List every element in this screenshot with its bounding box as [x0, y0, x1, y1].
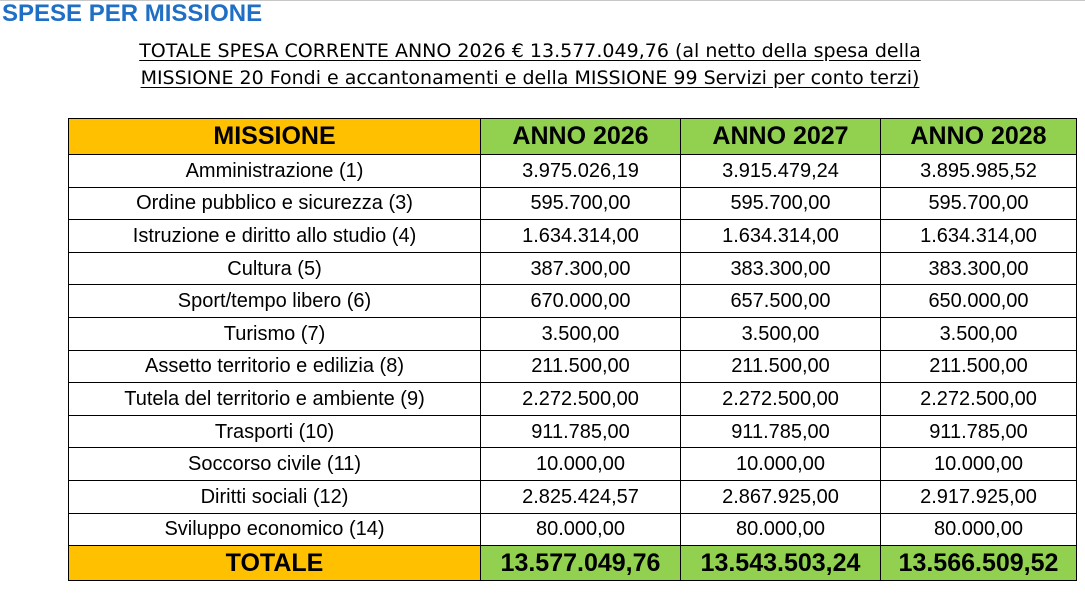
- value-2028-cell: 383.300,00: [880, 251, 1077, 286]
- mission-name-cell: Sport/tempo libero (6): [68, 284, 481, 318]
- value-2026-cell: 3.500,00: [480, 316, 681, 351]
- value-2027-cell: 657.500,00: [680, 284, 881, 318]
- mission-name-cell: Assetto territorio e edilizia (8): [68, 349, 481, 384]
- total-label: TOTALE: [68, 545, 481, 582]
- table-row: Trasporti (10) 911.785,00 911.785,00 911.78…: [68, 414, 1077, 449]
- value-2028-cell: 650.000,00: [880, 284, 1077, 318]
- mission-name-cell: Turismo (7): [68, 316, 481, 351]
- value-2027-cell: 211.500,00: [680, 349, 881, 384]
- table-row: Soccorso civile (11) 10.000,00 10.000,00 10…: [68, 447, 1077, 481]
- table-row: Cultura (5) 387.300,00 383.300,00 383.300,0…: [68, 251, 1077, 286]
- value-2026-cell: 80.000,00: [480, 512, 681, 547]
- value-2028-cell: 1.634.314,00: [880, 219, 1077, 253]
- value-2027-cell: 3.500,00: [680, 316, 881, 351]
- table-row: Ordine pubblico e sicurezza (3) 595.700,0…: [68, 186, 1077, 221]
- value-2028-cell: 211.500,00: [880, 349, 1077, 384]
- value-2027-cell: 911.785,00: [680, 414, 881, 449]
- page-title: SPESE PER MISSIONE: [2, 0, 263, 27]
- mission-name-cell: Tutela del territorio e ambiente (9): [68, 382, 481, 416]
- value-2026-cell: 595.700,00: [480, 186, 681, 221]
- mission-name-cell: Ordine pubblico e sicurezza (3): [68, 186, 481, 221]
- value-2027-cell: 595.700,00: [680, 186, 881, 221]
- mission-name-cell: Amministrazione (1): [68, 154, 481, 188]
- table-row: Sviluppo economico (14) 80.000,00 80.000,0…: [68, 512, 1077, 547]
- table-row: Istruzione e diritto allo studio (4) 1.63…: [68, 219, 1077, 253]
- table-row: Tutela del territorio e ambiente (9) 2.27…: [68, 382, 1077, 416]
- value-2026-cell: 911.785,00: [480, 414, 681, 449]
- mission-name-cell: Istruzione e diritto allo studio (4): [68, 219, 481, 253]
- table-row: Diritti sociali (12) 2.825.424,57 2.867.92…: [68, 479, 1077, 514]
- subtitle-line-1: TOTALE SPESA CORRENTE ANNO 2026 € 13.577…: [139, 40, 921, 62]
- column-header-anno-2027: ANNO 2027: [680, 118, 881, 155]
- table-row: Sport/tempo libero (6) 670.000,00 657.500,…: [68, 284, 1077, 318]
- total-2028: 13.566.509,52: [880, 545, 1077, 582]
- table-row: Turismo (7) 3.500,00 3.500,00 3.500,00: [68, 316, 1077, 351]
- table-row: Amministrazione (1) 3.975.026,19 3.915.479…: [68, 154, 1077, 188]
- value-2026-cell: 2.272.500,00: [480, 382, 681, 416]
- table-header-row: MISSIONE ANNO 2026 ANNO 2027 ANNO 2028: [68, 118, 1077, 155]
- value-2027-cell: 2.867.925,00: [680, 479, 881, 514]
- mission-name-cell: Cultura (5): [68, 251, 481, 286]
- value-2028-cell: 911.785,00: [880, 414, 1077, 449]
- missions-table: MISSIONE ANNO 2026 ANNO 2027 ANNO 2028 A…: [68, 118, 1077, 582]
- column-header-anno-2028: ANNO 2028: [880, 118, 1077, 155]
- value-2026-cell: 1.634.314,00: [480, 219, 681, 253]
- value-2027-cell: 1.634.314,00: [680, 219, 881, 253]
- value-2028-cell: 3.895.985,52: [880, 154, 1077, 188]
- value-2028-cell: 2.272.500,00: [880, 382, 1077, 416]
- total-2026: 13.577.049,76: [480, 545, 681, 582]
- value-2027-cell: 80.000,00: [680, 512, 881, 547]
- total-row: TOTALE 13.577.049,76 13.543.503,24 13.56…: [68, 545, 1077, 582]
- value-2027-cell: 383.300,00: [680, 251, 881, 286]
- column-header-anno-2026: ANNO 2026: [480, 118, 681, 155]
- value-2028-cell: 2.917.925,00: [880, 479, 1077, 514]
- value-2026-cell: 3.975.026,19: [480, 154, 681, 188]
- value-2026-cell: 2.825.424,57: [480, 479, 681, 514]
- value-2027-cell: 10.000,00: [680, 447, 881, 481]
- mission-name-cell: Trasporti (10): [68, 414, 481, 449]
- page-subtitle: TOTALE SPESA CORRENTE ANNO 2026 € 13.577…: [60, 38, 1085, 92]
- mission-name-cell: Soccorso civile (11): [68, 447, 481, 481]
- table-row: Assetto territorio e edilizia (8) 211.500…: [68, 349, 1077, 384]
- value-2026-cell: 10.000,00: [480, 447, 681, 481]
- value-2027-cell: 2.272.500,00: [680, 382, 881, 416]
- value-2028-cell: 595.700,00: [880, 186, 1077, 221]
- total-2027: 13.543.503,24: [680, 545, 881, 582]
- value-2027-cell: 3.915.479,24: [680, 154, 881, 188]
- value-2026-cell: 211.500,00: [480, 349, 681, 384]
- top-divider: [0, 0, 1085, 1]
- value-2028-cell: 10.000,00: [880, 447, 1077, 481]
- value-2026-cell: 670.000,00: [480, 284, 681, 318]
- mission-name-cell: Diritti sociali (12): [68, 479, 481, 514]
- value-2028-cell: 3.500,00: [880, 316, 1077, 351]
- value-2028-cell: 80.000,00: [880, 512, 1077, 547]
- mission-name-cell: Sviluppo economico (14): [68, 512, 481, 547]
- subtitle-line-2: MISSIONE 20 Fondi e accantonamenti e del…: [140, 67, 920, 89]
- value-2026-cell: 387.300,00: [480, 251, 681, 286]
- column-header-missione: MISSIONE: [68, 118, 481, 155]
